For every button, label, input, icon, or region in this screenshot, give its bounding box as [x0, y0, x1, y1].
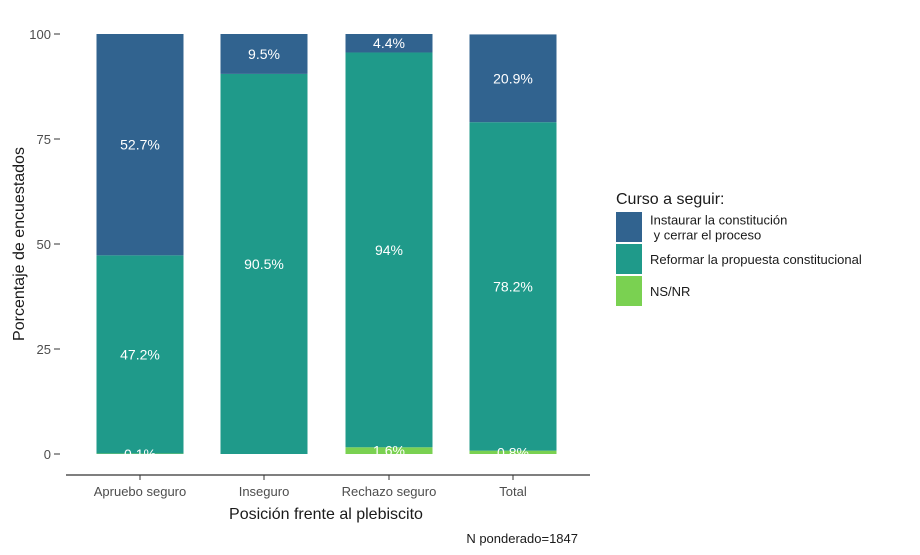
- bar-value-label: 52.7%: [120, 137, 160, 153]
- x-tick-label: Apruebo seguro: [94, 484, 187, 499]
- bar-value-label: 90.5%: [244, 256, 284, 272]
- bar-labels-layer: 0.1% 47.2% 52.7% 90.5% 9.5% 1.6% 94% 4.4% 0.8% 78…: [120, 35, 533, 462]
- bar-segment: [469, 122, 557, 451]
- bar-segment: [220, 34, 308, 74]
- legend-label: Instaurar la constitución y cerrar el pr…: [650, 213, 787, 243]
- bar-segment: [96, 255, 184, 454]
- y-axis: 0 25 50 75 100: [29, 27, 60, 462]
- y-tick-label: 50: [37, 237, 51, 252]
- y-tick-label: 0: [44, 447, 51, 462]
- legend-key: [616, 212, 642, 242]
- bars-layer: [96, 34, 557, 455]
- x-tick-label: Total: [499, 484, 527, 499]
- bar-value-label: 94%: [375, 242, 403, 258]
- bar-segment: [469, 450, 557, 454]
- y-tick-label: 25: [37, 342, 51, 357]
- x-axis-title: Posición frente al plebiscito: [229, 506, 423, 523]
- x-tick-label: Inseguro: [239, 484, 290, 499]
- bar-segment: [345, 52, 433, 448]
- legend-title: Curso a seguir:: [616, 191, 725, 208]
- bar-segment: [469, 34, 557, 123]
- bar-value-label: 9.5%: [248, 46, 280, 62]
- bar-value-label: 0.8%: [497, 444, 529, 460]
- legend-key: [616, 276, 642, 306]
- y-tick-label: 75: [37, 132, 51, 147]
- legend-label: Reformar la propuesta constitucional: [650, 252, 862, 267]
- bar-value-label: 1.6%: [373, 443, 405, 459]
- y-tick-label: 100: [29, 27, 51, 42]
- bar-value-label: 47.2%: [120, 346, 160, 362]
- bar-segment: [345, 447, 433, 454]
- legend-label: NS/NR: [650, 284, 690, 299]
- bar-value-label: 4.4%: [373, 35, 405, 51]
- caption: N ponderado=1847: [466, 531, 578, 546]
- bar-segment: [96, 34, 184, 256]
- x-axis: Apruebo seguro Inseguro Rechazo seguro Tota…: [66, 474, 590, 499]
- y-axis-title: Porcentaje de encuestados: [11, 147, 28, 341]
- bar-segment: [345, 34, 433, 53]
- legend-key: [616, 244, 642, 274]
- x-tick-label: Rechazo seguro: [342, 484, 437, 499]
- bar-value-label: 0.1%: [124, 446, 156, 462]
- bar-value-label: 20.9%: [493, 70, 533, 86]
- bar-segment: [220, 73, 308, 455]
- bar-value-label: 78.2%: [493, 278, 533, 294]
- legend: Instaurar la constitución y cerrar el pr…: [616, 212, 862, 306]
